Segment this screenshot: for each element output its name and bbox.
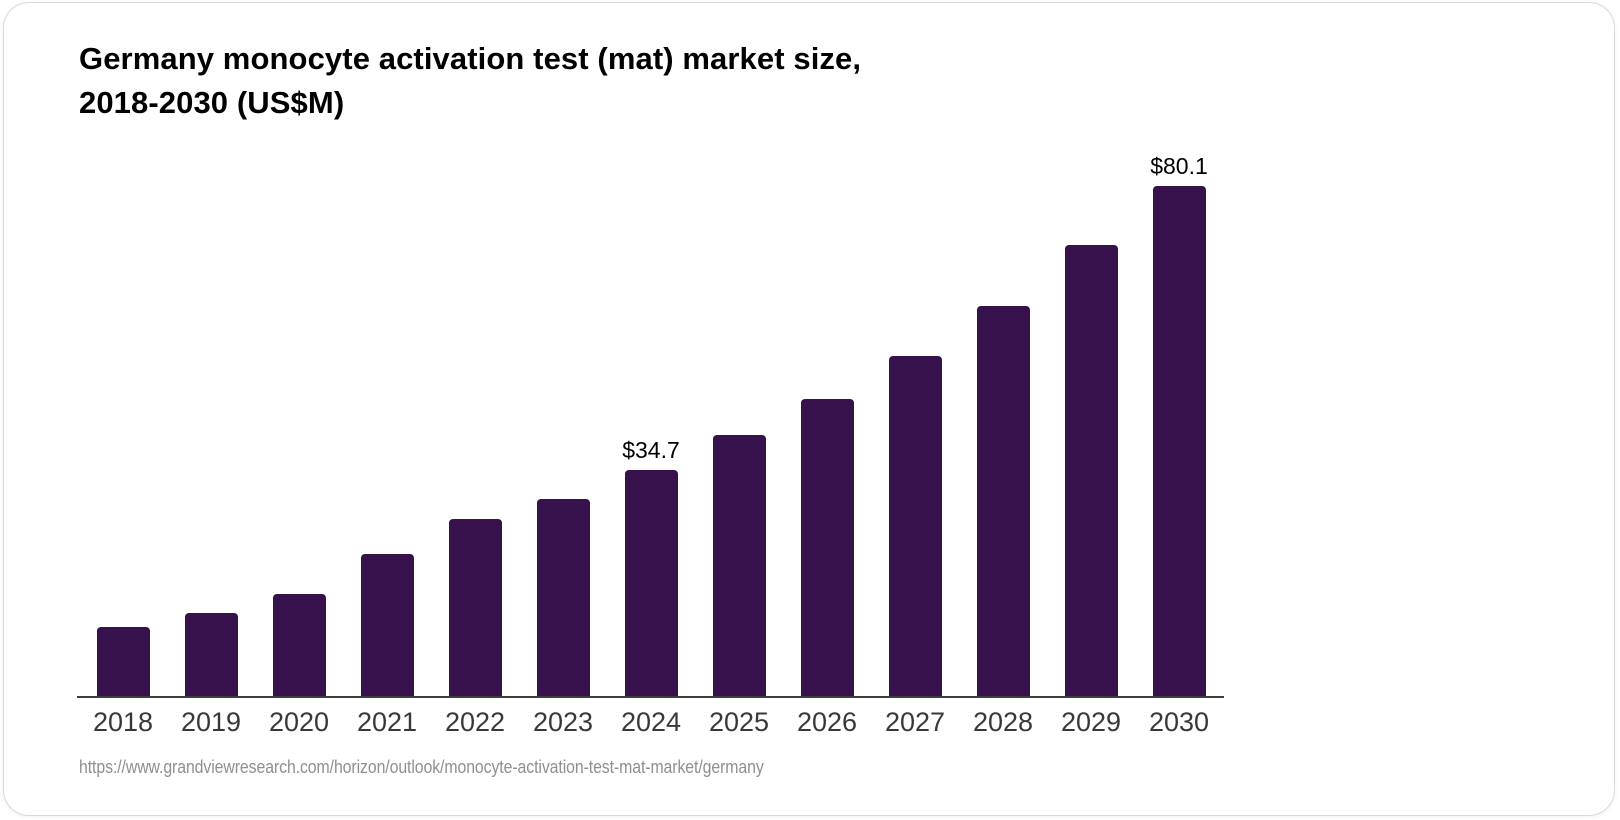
bar-2020 (272, 594, 326, 696)
bar-2018 (96, 627, 150, 696)
bar-2028 (976, 306, 1030, 696)
bar-2029 (1064, 245, 1118, 696)
bars-row: $34.7 $80.1 (79, 153, 1223, 696)
source-url: https://www.grandviewresearch.com/horizo… (79, 757, 764, 777)
bar-column-2020 (255, 153, 343, 696)
tick-label-2028: 2028 (972, 707, 1034, 737)
bar-2027 (888, 356, 942, 696)
bar-column-2018 (79, 153, 167, 696)
data-label-2030: $80.1 (1150, 153, 1208, 179)
tick-label-2024: 2024 (620, 707, 682, 737)
bar-2024 (624, 470, 678, 696)
bar-column-2025 (695, 153, 783, 696)
bar-column-2030: $80.1 (1135, 153, 1223, 696)
x-axis-tick-labels: 2018 2019 2020 2021 2022 2023 2024 2025 2026 2027… (79, 707, 1223, 737)
chart-title: Germany monocyte activation test (mat) m… (79, 37, 1179, 125)
tick-label-2026: 2026 (796, 707, 858, 737)
bar-2030 (1152, 186, 1206, 696)
chart-card: Germany monocyte activation test (mat) m… (3, 2, 1615, 816)
tick-label-2027: 2027 (884, 707, 946, 737)
chart-title-line-1: Germany monocyte activation test (mat) m… (79, 41, 862, 76)
bar-column-2026 (783, 153, 871, 696)
tick-label-2029: 2029 (1060, 707, 1122, 737)
bar-column-2023 (519, 153, 607, 696)
data-label-2024: $34.7 (622, 437, 680, 463)
bar-2022 (448, 519, 502, 696)
x-axis-line (77, 696, 1224, 698)
bar-2026 (800, 399, 854, 696)
bar-2023 (536, 499, 590, 696)
bar-2019 (184, 613, 238, 696)
bar-column-2027 (871, 153, 959, 696)
tick-label-2020: 2020 (268, 707, 330, 737)
bar-column-2022 (431, 153, 519, 696)
bar-column-2019 (167, 153, 255, 696)
tick-label-2018: 2018 (92, 707, 154, 737)
tick-label-2021: 2021 (356, 707, 418, 737)
bar-column-2024: $34.7 (607, 153, 695, 696)
tick-label-2023: 2023 (532, 707, 594, 737)
tick-label-2019: 2019 (180, 707, 242, 737)
tick-label-2022: 2022 (444, 707, 506, 737)
bar-column-2028 (959, 153, 1047, 696)
bar-chart-plot-area: $34.7 $80.1 (79, 153, 1223, 696)
bar-column-2029 (1047, 153, 1135, 696)
bar-2021 (360, 554, 414, 696)
bar-column-2021 (343, 153, 431, 696)
bar-2025 (712, 435, 766, 696)
tick-label-2025: 2025 (708, 707, 770, 737)
chart-title-line-2: 2018-2030 (US$M) (79, 85, 345, 120)
tick-label-2030: 2030 (1148, 707, 1210, 737)
